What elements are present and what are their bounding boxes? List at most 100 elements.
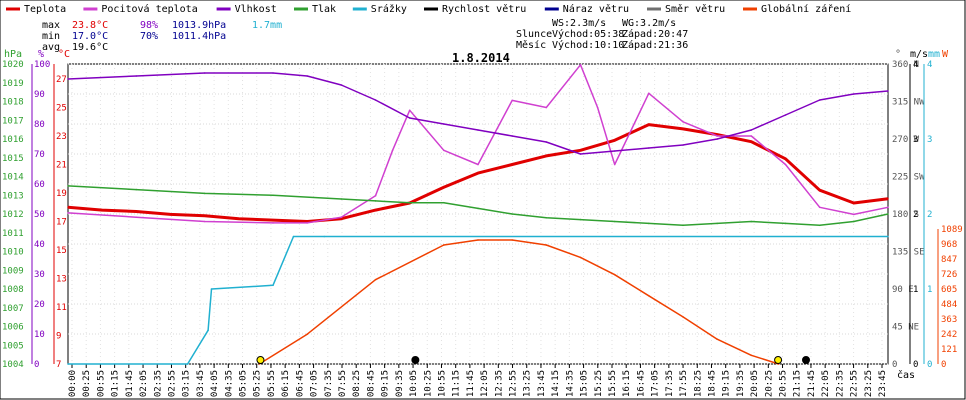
series-2-point-7 (408, 117, 411, 119)
rain-tick-label-0: 4 (927, 60, 932, 70)
series-0-point-0 (67, 206, 69, 209)
series-0-point-19 (716, 133, 718, 136)
series-0-point-24 (887, 197, 889, 200)
series-3-point-18 (818, 224, 821, 227)
temp-tick-label-2: 23 (56, 132, 67, 142)
stat-min-label: min (42, 31, 60, 42)
series-line-2 (67, 72, 889, 155)
press-tick-label-8: 1012 (2, 210, 24, 220)
stat-max-label: max (42, 20, 60, 31)
x-tick-label-31: 12:55 (509, 370, 519, 397)
series-1-point-2 (203, 220, 206, 223)
moon-label: Měsíc (516, 39, 546, 51)
stat-avg-temp: 19.6°C (72, 42, 108, 53)
rad-tick-label-5: 484 (941, 300, 957, 310)
series-2-point-8 (443, 123, 445, 125)
series-4-point-1 (186, 363, 189, 365)
x-tick-label-41: 17:05 (651, 370, 661, 397)
series-1-point-22 (853, 213, 855, 216)
series-2-point-17 (750, 129, 753, 131)
x-tick-label-2: 00:55 (96, 370, 106, 397)
temp-tick-label-10: 7 (56, 360, 61, 370)
x-tick-label-13: 05:25 (253, 370, 263, 397)
series-1-point-0 (67, 212, 69, 214)
x-tick-label-27: 11:15 (452, 370, 462, 397)
wind-tick-label-1: 3 (913, 135, 918, 145)
x-tick-label-35: 14:35 (565, 370, 575, 397)
series-3-point-8 (477, 207, 479, 210)
x-tick-label-50: 20:55 (779, 370, 789, 397)
temp-tick-label-4: 19 (56, 189, 67, 199)
press-tick-label-6: 1014 (2, 173, 24, 183)
series-0-point-1 (101, 209, 103, 211)
x-axis-label: čas (897, 369, 915, 381)
x-tick-label-16: 06:45 (295, 370, 305, 397)
stat-max-temp: 23.8°C (72, 20, 108, 31)
series-2-point-4 (306, 75, 309, 77)
press-tick-label-12: 1008 (2, 285, 24, 295)
moon-rise: Východ:10:10 (552, 39, 624, 51)
plot-area (67, 63, 889, 365)
press-tick-label-3: 1017 (2, 116, 24, 126)
unit-wind: m/s (910, 49, 928, 60)
series-5-point-9 (648, 295, 650, 297)
series-2-point-18 (784, 114, 787, 116)
x-tick-label-20: 08:25 (352, 370, 362, 397)
series-5-point-3 (443, 244, 445, 246)
press-tick-label-14: 1006 (2, 323, 24, 333)
series-1-point-9 (443, 149, 445, 152)
series-2-point-21 (887, 90, 889, 92)
dir-tick-label-5: 135 SE (892, 248, 925, 258)
x-tick-label-15: 06:15 (281, 370, 291, 397)
x-tick-label-22: 09:15 (381, 370, 391, 397)
series-3-point-2 (203, 192, 206, 195)
rad-tick-label-9: 0 (941, 360, 946, 370)
series-5-point-7 (579, 256, 582, 259)
press-tick-label-9: 1011 (2, 229, 24, 239)
press-tick-label-16: 1004 (2, 360, 24, 370)
wind-tick-label-2: 2 (913, 210, 918, 220)
series-4-point-5 (292, 235, 295, 238)
x-tick-label-30: 12:35 (494, 370, 504, 397)
series-3-point-10 (545, 217, 548, 219)
unit-rain: mm (928, 49, 940, 60)
series-2-point-12 (579, 153, 582, 155)
wind-gust-avg: WG:3.2m/s (622, 18, 676, 29)
series-3-point-19 (853, 220, 855, 223)
rad-tick-label-3: 726 (941, 270, 957, 280)
legend-label-2: Vlhkost (235, 4, 277, 15)
series-0-point-9 (374, 209, 377, 211)
legend-label-0: Teplota (24, 4, 66, 15)
series-0-point-17 (648, 123, 650, 126)
stat-avg-label: avg (42, 42, 60, 53)
dir-tick-label-3: 225 SW (892, 173, 925, 183)
x-tick-label-11: 04:35 (224, 370, 234, 397)
press-tick-label-15: 1005 (2, 341, 24, 351)
hum-tick-label-2: 80 (34, 120, 45, 130)
x-tick-label-24: 10:05 (409, 370, 419, 397)
x-tick-label-48: 20:05 (750, 370, 760, 397)
rad-tick-label-6: 363 (941, 315, 957, 325)
series-0-point-7 (306, 220, 309, 223)
sunset-marker (774, 356, 783, 364)
rad-tick-label-8: 121 (941, 345, 957, 355)
rad-tick-label-1: 968 (941, 240, 957, 250)
x-tick-label-36: 15:05 (580, 370, 590, 397)
x-tick-label-1: 00:25 (82, 370, 92, 397)
series-0-point-6 (272, 219, 274, 221)
chart-title: 1.8.2014 (452, 51, 510, 65)
x-tick-label-21: 08:45 (366, 370, 376, 397)
rad-tick-label-0: 1089 (941, 225, 963, 235)
series-5-point-4 (477, 239, 479, 241)
moonrise-marker (411, 356, 420, 364)
series-2-point-13 (613, 150, 616, 152)
legend-label-5: Rychlost větru (442, 3, 526, 15)
unit-temp: °C (58, 49, 70, 60)
wind-tick-label-3: 1 (913, 285, 918, 295)
x-tick-label-4: 01:45 (125, 370, 135, 397)
series-4-point-6 (323, 235, 326, 238)
press-tick-label-13: 1007 (2, 304, 24, 314)
temp-tick-label-9: 9 (56, 332, 61, 342)
temp-tick-label-7: 13 (56, 275, 67, 285)
